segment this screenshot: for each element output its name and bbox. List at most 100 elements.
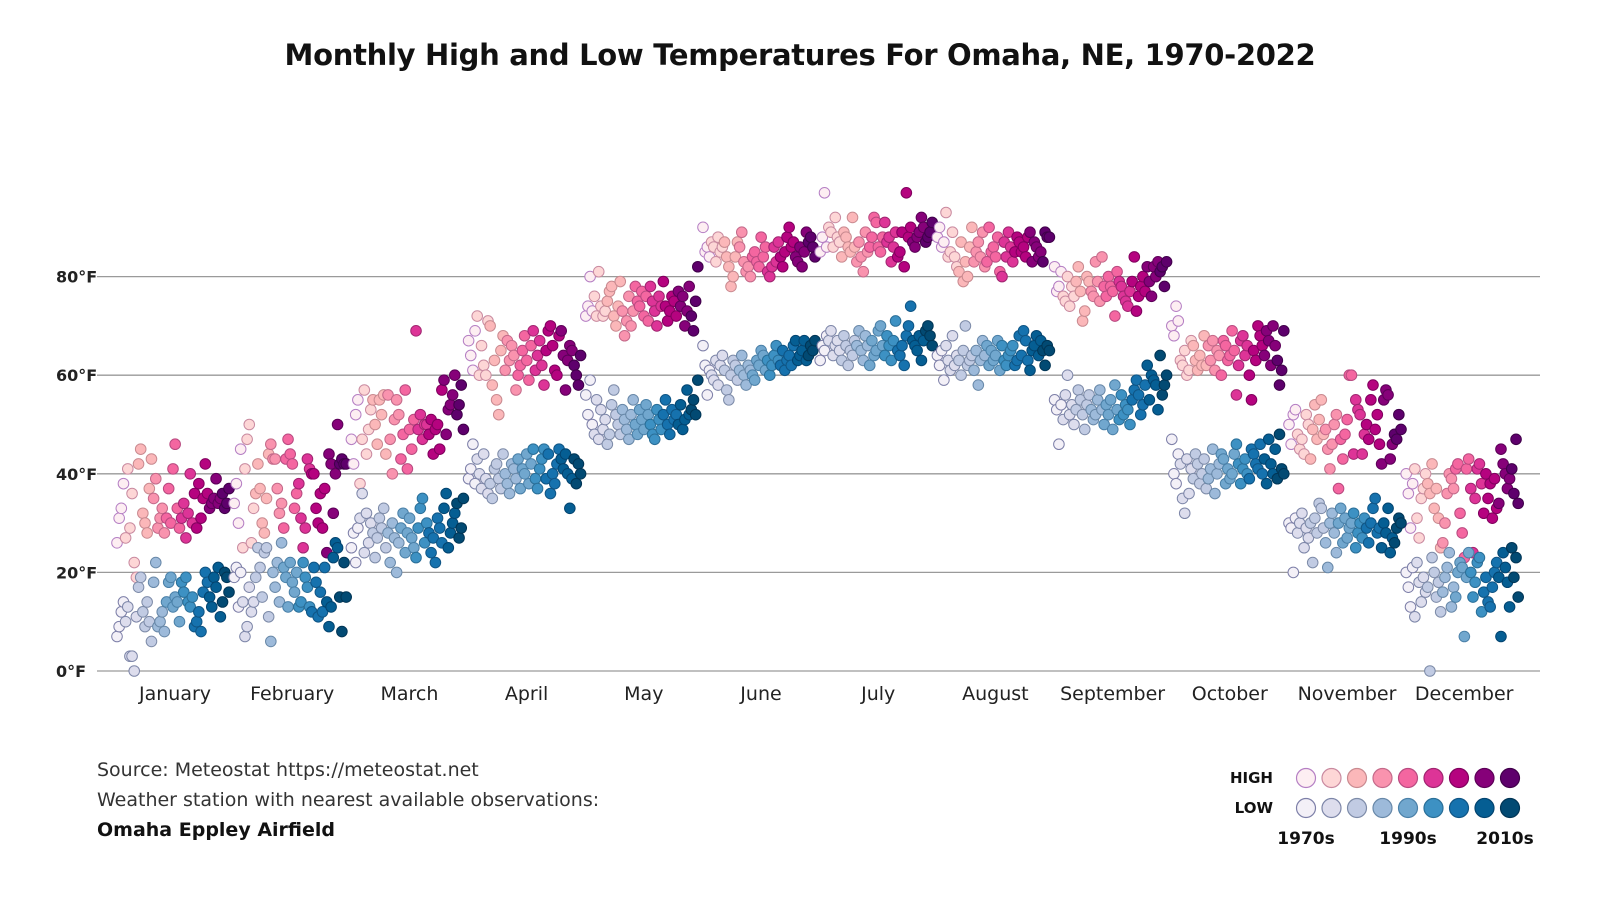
low-point: [1486, 581, 1499, 593]
low-point: [1072, 384, 1085, 396]
low-point: [290, 566, 303, 579]
low-point: [193, 606, 205, 618]
high-point: [757, 251, 770, 263]
low-point: [420, 517, 433, 529]
high-point: [1128, 251, 1141, 263]
high-point: [616, 305, 629, 317]
high-point: [1269, 339, 1281, 352]
high-point: [1250, 354, 1262, 367]
low-point: [1473, 551, 1486, 564]
low-point: [1404, 601, 1417, 613]
low-point: [414, 502, 427, 515]
low-point: [1495, 630, 1507, 643]
low-point: [580, 389, 592, 401]
high-point: [755, 231, 767, 243]
high-point: [644, 280, 657, 293]
high-point: [1482, 492, 1494, 505]
high-point: [1170, 300, 1182, 312]
low-point: [269, 581, 281, 593]
low-point: [968, 364, 980, 377]
high-point: [1034, 246, 1047, 258]
low-point: [514, 482, 527, 495]
high-point: [433, 443, 446, 455]
low-point: [223, 586, 235, 598]
low-point: [1098, 418, 1110, 431]
low-point: [1247, 448, 1260, 460]
high-point: [301, 453, 314, 465]
high-point: [286, 458, 299, 470]
high-point: [879, 216, 891, 229]
high-point: [1480, 468, 1492, 480]
legend-swatch: [1346, 797, 1368, 819]
low-point: [955, 369, 967, 382]
low-point: [308, 561, 320, 574]
low-point: [1256, 468, 1269, 480]
low-point: [1326, 507, 1338, 520]
low-point: [1265, 458, 1277, 470]
low-point: [340, 591, 353, 603]
legend-label-low: LOW: [1235, 799, 1274, 817]
high-point: [1362, 433, 1375, 446]
legend-decade-label: 1990s: [1379, 829, 1436, 849]
low-point: [1106, 423, 1119, 436]
high-point: [453, 398, 465, 411]
high-point: [796, 260, 808, 273]
low-point: [1341, 532, 1353, 544]
high-point: [653, 290, 665, 303]
y-tick-label: 20°F: [56, 563, 97, 582]
high-point: [846, 211, 859, 224]
low-point: [405, 532, 418, 544]
low-point: [1493, 571, 1505, 584]
high-point: [288, 502, 301, 515]
high-point: [1375, 458, 1388, 470]
low-point: [1122, 403, 1134, 416]
low-point: [1254, 438, 1266, 451]
high-point: [273, 507, 286, 520]
high-point: [469, 325, 481, 337]
low-point: [748, 374, 761, 386]
high-point: [1053, 280, 1065, 293]
high-point: [544, 320, 557, 332]
low-point: [574, 468, 587, 480]
low-point: [584, 374, 596, 386]
low-point: [1132, 389, 1145, 401]
high-point: [816, 231, 829, 243]
low-point: [1168, 468, 1180, 480]
high-point: [1043, 231, 1056, 243]
low-point: [1415, 596, 1428, 608]
low-point: [134, 571, 147, 584]
low-point: [586, 418, 599, 431]
high-point: [356, 433, 368, 446]
high-point: [358, 384, 371, 396]
high-point: [776, 260, 789, 273]
low-point: [1362, 537, 1375, 549]
low-point: [712, 379, 724, 391]
legend-decade-label: 2010s: [1476, 829, 1533, 849]
high-point: [1445, 472, 1458, 485]
high-point: [149, 472, 162, 485]
low-point: [512, 453, 524, 465]
high-point: [228, 497, 240, 510]
high-point: [128, 556, 141, 569]
high-point: [1278, 325, 1290, 337]
low-point: [1321, 561, 1334, 574]
high-point: [354, 477, 366, 490]
low-point: [497, 448, 509, 460]
low-point: [1053, 438, 1065, 451]
low-point: [1480, 571, 1492, 584]
high-point: [193, 477, 205, 490]
high-point: [1456, 527, 1468, 539]
high-point: [299, 522, 312, 534]
low-point: [1226, 468, 1238, 480]
low-point: [177, 586, 190, 598]
low-point: [249, 571, 262, 584]
high-point: [349, 408, 362, 421]
low-point: [627, 394, 639, 406]
y-tick-label: 80°F: [56, 268, 97, 287]
low-point: [336, 625, 348, 638]
high-point: [1437, 537, 1449, 549]
low-point: [896, 339, 908, 352]
high-point: [475, 339, 488, 352]
low-point: [1512, 591, 1524, 603]
station-note: Weather station with nearest available o…: [97, 789, 600, 811]
